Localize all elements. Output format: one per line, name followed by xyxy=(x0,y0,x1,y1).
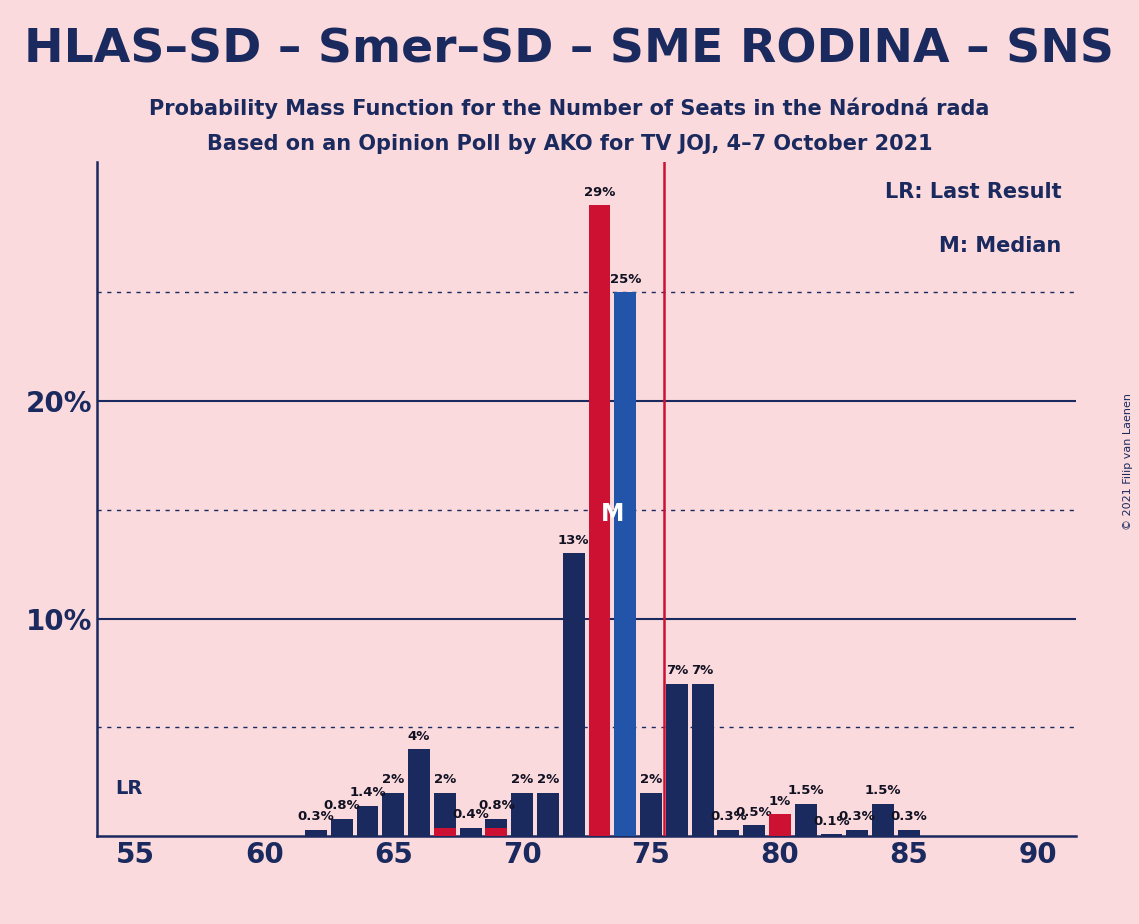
Text: 4%: 4% xyxy=(408,730,431,743)
Bar xyxy=(795,804,817,836)
Text: 1.5%: 1.5% xyxy=(865,784,901,797)
Text: 25%: 25% xyxy=(609,273,641,286)
Text: 29%: 29% xyxy=(584,186,615,199)
Bar xyxy=(769,814,790,836)
Bar xyxy=(305,830,327,836)
Bar xyxy=(383,793,404,836)
Text: 0.8%: 0.8% xyxy=(478,799,515,812)
Text: 0.1%: 0.1% xyxy=(813,815,850,828)
Text: 0.3%: 0.3% xyxy=(710,810,747,823)
Text: 7%: 7% xyxy=(665,664,688,677)
Bar xyxy=(434,793,456,836)
Bar xyxy=(743,825,765,836)
Bar xyxy=(434,828,456,836)
Bar xyxy=(589,205,611,836)
Text: 0.3%: 0.3% xyxy=(297,810,335,823)
Bar xyxy=(408,749,431,836)
Bar xyxy=(330,819,353,836)
Text: 0.3%: 0.3% xyxy=(838,810,876,823)
Bar xyxy=(872,804,894,836)
Text: 2%: 2% xyxy=(640,773,662,786)
Text: 0.5%: 0.5% xyxy=(736,806,772,819)
Bar xyxy=(485,819,507,836)
Text: 0.3%: 0.3% xyxy=(891,810,927,823)
Text: © 2021 Filip van Laenen: © 2021 Filip van Laenen xyxy=(1123,394,1133,530)
Text: 2%: 2% xyxy=(511,773,533,786)
Text: 7%: 7% xyxy=(691,664,714,677)
Bar xyxy=(357,806,378,836)
Text: 1%: 1% xyxy=(769,795,792,808)
Text: 2%: 2% xyxy=(434,773,456,786)
Text: LR: Last Result: LR: Last Result xyxy=(885,182,1062,202)
Bar xyxy=(666,684,688,836)
Text: M: M xyxy=(600,502,624,526)
Bar xyxy=(460,828,482,836)
Bar xyxy=(898,830,920,836)
Bar xyxy=(846,830,868,836)
Text: M: Median: M: Median xyxy=(940,236,1062,256)
Text: Based on an Opinion Poll by AKO for TV JOJ, 4–7 October 2021: Based on an Opinion Poll by AKO for TV J… xyxy=(206,134,933,154)
Text: 0.8%: 0.8% xyxy=(323,799,360,812)
Text: HLAS–SD – Smer–SD – SME RODINA – SNS: HLAS–SD – Smer–SD – SME RODINA – SNS xyxy=(25,28,1114,73)
Bar xyxy=(640,793,662,836)
Text: 2%: 2% xyxy=(382,773,404,786)
Text: 1.5%: 1.5% xyxy=(787,784,823,797)
Bar xyxy=(485,828,507,836)
Bar xyxy=(820,834,843,836)
Bar xyxy=(614,292,637,836)
Text: 0.4%: 0.4% xyxy=(452,808,489,821)
Text: Probability Mass Function for the Number of Seats in the Národná rada: Probability Mass Function for the Number… xyxy=(149,97,990,118)
Text: LR: LR xyxy=(115,779,142,797)
Bar xyxy=(769,814,790,836)
Text: 13%: 13% xyxy=(558,534,590,547)
Bar xyxy=(691,684,713,836)
Text: 1.4%: 1.4% xyxy=(350,786,386,799)
Bar xyxy=(563,553,584,836)
Bar xyxy=(718,830,739,836)
Text: 2%: 2% xyxy=(536,773,559,786)
Bar xyxy=(511,793,533,836)
Bar xyxy=(536,793,559,836)
